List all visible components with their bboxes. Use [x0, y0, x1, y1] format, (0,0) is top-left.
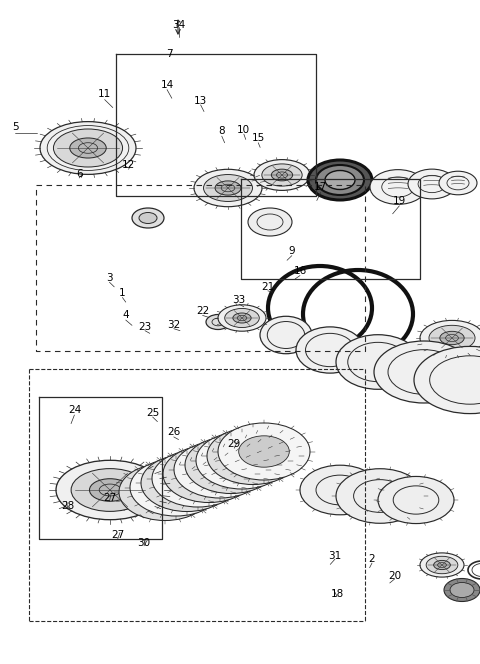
Text: 17: 17	[314, 182, 327, 193]
Ellipse shape	[70, 138, 106, 158]
Ellipse shape	[420, 321, 480, 356]
Ellipse shape	[194, 169, 262, 207]
Text: 27: 27	[111, 529, 124, 540]
Ellipse shape	[206, 450, 256, 481]
Ellipse shape	[228, 440, 278, 471]
Ellipse shape	[225, 309, 259, 327]
Text: 4: 4	[122, 310, 129, 321]
Text: 7: 7	[166, 49, 172, 60]
Text: 10: 10	[237, 125, 251, 135]
Ellipse shape	[426, 556, 458, 574]
Ellipse shape	[408, 169, 456, 199]
Text: 1: 1	[119, 288, 126, 299]
Ellipse shape	[196, 432, 288, 489]
Ellipse shape	[207, 428, 299, 485]
Ellipse shape	[218, 423, 310, 480]
Text: 9: 9	[288, 246, 295, 256]
Ellipse shape	[53, 129, 122, 167]
Text: 29: 29	[228, 438, 241, 449]
Ellipse shape	[215, 181, 241, 195]
Text: 21: 21	[261, 282, 275, 292]
Ellipse shape	[132, 208, 164, 228]
Text: 16: 16	[293, 266, 307, 276]
Ellipse shape	[336, 335, 420, 389]
Ellipse shape	[414, 347, 480, 414]
Ellipse shape	[163, 446, 255, 503]
Ellipse shape	[260, 316, 312, 354]
Text: 34: 34	[172, 20, 185, 31]
Text: 30: 30	[137, 538, 151, 548]
Ellipse shape	[140, 476, 190, 508]
Text: 20: 20	[388, 571, 401, 582]
Ellipse shape	[216, 445, 267, 476]
Ellipse shape	[248, 208, 292, 236]
Ellipse shape	[89, 479, 131, 501]
Ellipse shape	[162, 467, 212, 499]
Text: 2: 2	[369, 554, 375, 564]
Ellipse shape	[139, 212, 157, 224]
Ellipse shape	[173, 463, 223, 494]
Ellipse shape	[239, 436, 289, 467]
Text: 13: 13	[194, 96, 207, 106]
Ellipse shape	[218, 305, 266, 331]
Text: 5: 5	[12, 122, 19, 133]
Ellipse shape	[184, 458, 234, 489]
Text: 8: 8	[218, 126, 225, 137]
Ellipse shape	[429, 325, 475, 351]
Text: 23: 23	[138, 321, 152, 332]
Text: 33: 33	[232, 295, 246, 305]
Text: 25: 25	[146, 408, 159, 418]
Ellipse shape	[151, 472, 201, 503]
Ellipse shape	[308, 160, 372, 200]
Ellipse shape	[300, 465, 380, 515]
Text: 31: 31	[328, 551, 342, 562]
Ellipse shape	[374, 341, 474, 403]
Ellipse shape	[206, 315, 230, 329]
Ellipse shape	[296, 327, 364, 373]
Text: 19: 19	[393, 195, 406, 206]
Text: 18: 18	[330, 589, 344, 600]
Ellipse shape	[40, 122, 136, 175]
Text: 6: 6	[76, 169, 83, 179]
Text: 14: 14	[160, 80, 174, 90]
Text: 11: 11	[98, 89, 111, 100]
Ellipse shape	[130, 459, 222, 516]
Ellipse shape	[185, 436, 277, 493]
Text: 22: 22	[196, 305, 209, 316]
Text: 27: 27	[103, 493, 116, 503]
Ellipse shape	[444, 578, 480, 602]
Ellipse shape	[316, 165, 364, 195]
Ellipse shape	[271, 169, 293, 181]
Ellipse shape	[440, 331, 464, 345]
Ellipse shape	[433, 560, 450, 570]
Ellipse shape	[195, 454, 245, 485]
Text: 26: 26	[167, 426, 180, 437]
Ellipse shape	[378, 477, 454, 523]
Text: 12: 12	[122, 159, 135, 170]
Ellipse shape	[370, 169, 426, 205]
Ellipse shape	[325, 171, 355, 189]
Ellipse shape	[450, 582, 474, 598]
Ellipse shape	[254, 159, 310, 191]
Ellipse shape	[204, 175, 252, 201]
Text: 15: 15	[252, 133, 265, 143]
Ellipse shape	[262, 164, 302, 186]
Ellipse shape	[119, 463, 211, 521]
Ellipse shape	[439, 171, 477, 195]
Ellipse shape	[233, 313, 251, 323]
Ellipse shape	[152, 450, 244, 507]
Ellipse shape	[71, 469, 149, 511]
Text: 28: 28	[61, 501, 75, 511]
Text: 32: 32	[167, 320, 180, 331]
Text: 3: 3	[106, 272, 113, 283]
Ellipse shape	[141, 454, 233, 511]
Ellipse shape	[174, 441, 266, 498]
Ellipse shape	[56, 460, 164, 520]
Ellipse shape	[336, 469, 424, 523]
Ellipse shape	[420, 553, 464, 577]
Text: 24: 24	[68, 405, 81, 416]
